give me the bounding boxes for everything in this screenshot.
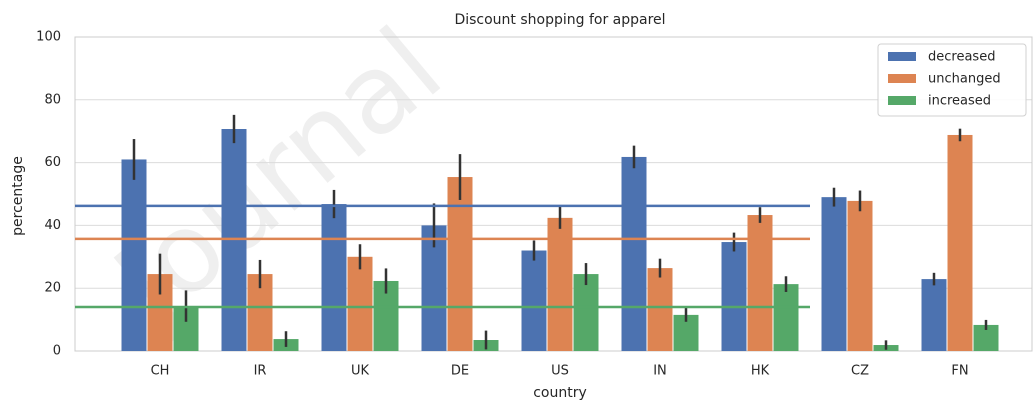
y-tick-label: 100: [36, 30, 61, 45]
y-tick-label: 20: [44, 281, 61, 296]
x-axis-label: country: [533, 385, 587, 401]
bar: [121, 159, 147, 351]
bar: [773, 284, 799, 351]
bar: [947, 134, 973, 351]
y-axis-label: percentage: [10, 156, 26, 236]
y-tick-label: 80: [44, 92, 61, 107]
bar: [573, 274, 599, 351]
x-tick-label: HK: [751, 364, 770, 379]
legend-swatch: [888, 74, 916, 83]
x-tick-label: IN: [653, 364, 667, 379]
bar: [647, 268, 673, 351]
bar: [621, 156, 647, 351]
bar: [821, 197, 847, 351]
bar: [847, 200, 873, 351]
x-tick-label: CZ: [851, 364, 869, 379]
x-tick-label: UK: [351, 364, 370, 379]
legend-label: decreased: [928, 50, 995, 65]
y-tick-label: 40: [44, 218, 61, 233]
chart-title: Discount shopping for apparel: [454, 12, 665, 28]
x-tick-label: CH: [151, 364, 170, 379]
x-tick-label: US: [551, 364, 569, 379]
bar: [447, 177, 473, 351]
y-tick-label: 0: [53, 344, 61, 359]
bar: [521, 250, 547, 351]
x-tick-label: DE: [451, 364, 469, 379]
legend-swatch: [888, 96, 916, 105]
legend-label: increased: [928, 94, 991, 109]
bar: [747, 215, 773, 351]
bar: [321, 204, 347, 351]
bar: [721, 242, 747, 351]
y-tick-label: 60: [44, 155, 61, 170]
legend-swatch: [888, 52, 916, 61]
x-tick-label: FN: [951, 364, 968, 379]
legend-label: unchanged: [928, 72, 1001, 87]
x-tick-label: IR: [254, 364, 267, 379]
bar: [921, 279, 947, 351]
bar: [347, 256, 373, 351]
